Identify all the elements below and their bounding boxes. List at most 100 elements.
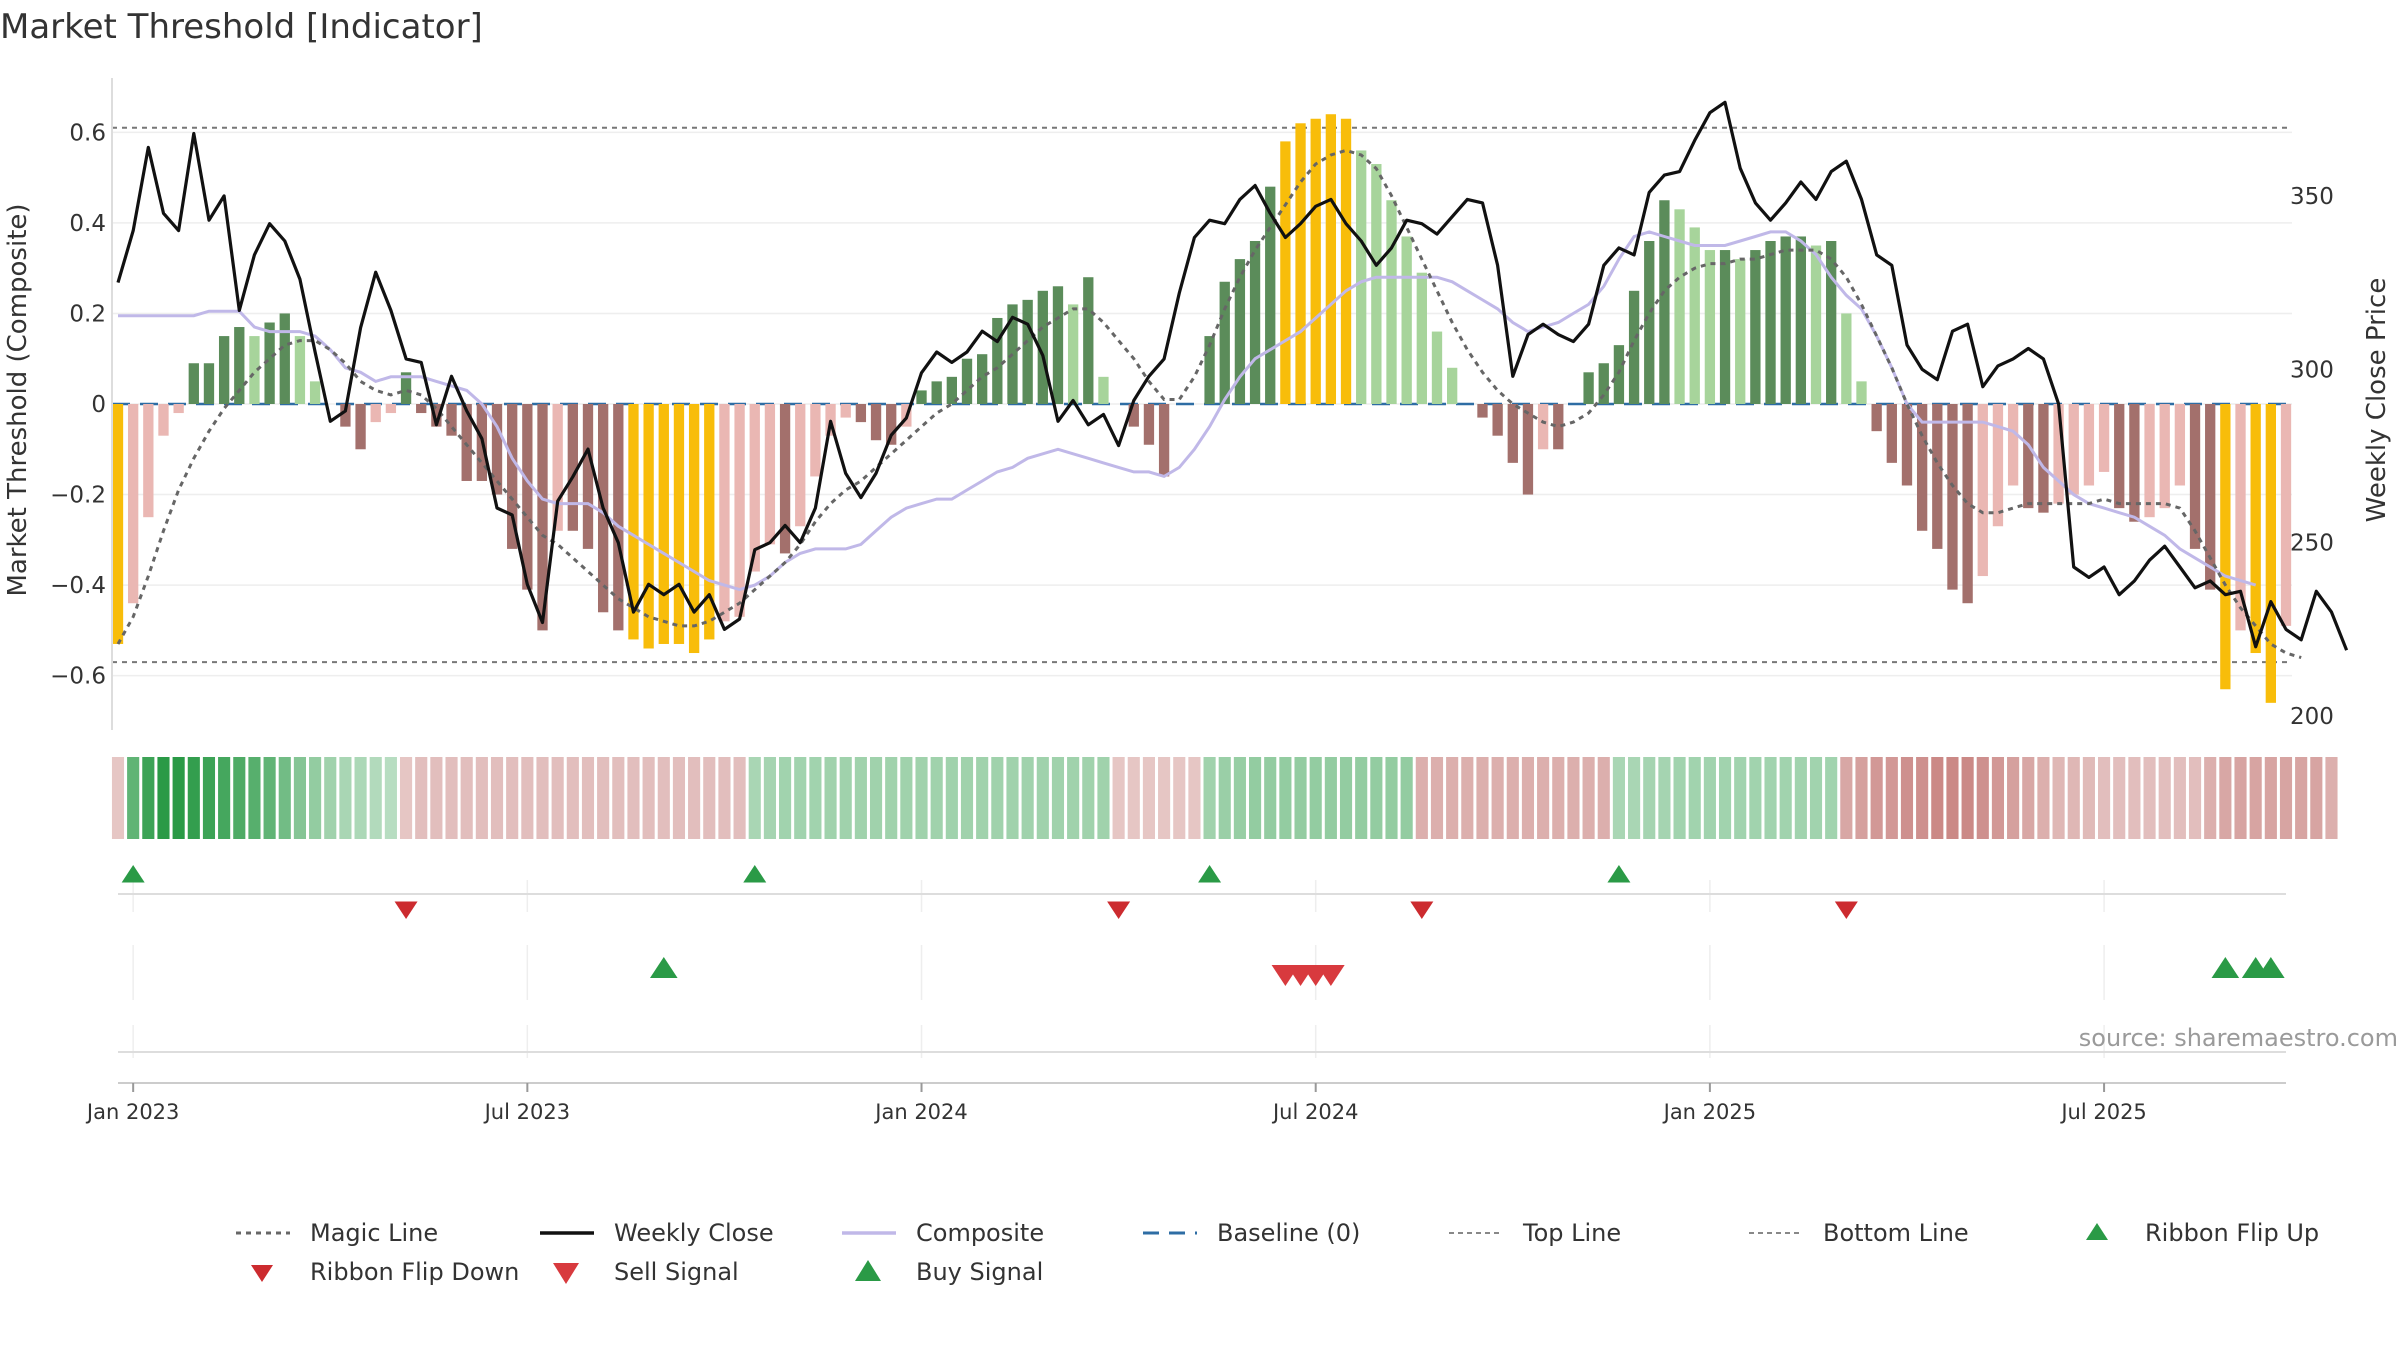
ribbon-cell [1582,757,1595,839]
y2-tick-label: 200 [2290,704,2334,730]
composite-bars [112,114,2292,703]
ribbon-flip-up-marker [743,865,767,883]
x-tick-label: Jul 2024 [1271,1100,1358,1124]
composite-bar [143,404,154,518]
ribbon-cell [248,757,261,839]
ribbon-flip-up-marker [1198,865,1222,883]
ribbon-cell [1506,757,1519,839]
ribbon-cell [475,757,488,839]
legend-swatch [553,1263,579,1284]
ribbon-cell [369,757,382,839]
composite-bar [507,404,518,549]
ribbon-cell [1082,757,1095,839]
composite-bar [264,322,275,404]
composite-bar [992,317,1003,404]
composite-bar [1841,313,1852,404]
composite-bar [1659,200,1670,404]
buy-signal-marker [649,957,678,978]
ribbon-cell [1476,757,1489,839]
ribbon-cell [1991,757,2005,839]
ribbon-cell [2173,757,2186,839]
ribbon-cell [657,757,670,839]
composite-bar [2038,404,2049,513]
legend-item-composite: Composite [842,1219,1044,1247]
ribbon-cell [1809,757,1823,839]
ribbon-cell [263,757,276,839]
ribbon-cell [1051,757,1065,839]
ribbon-cell [1976,757,1989,839]
y-tick-label: 0 [91,392,106,418]
composite-bar [249,336,260,404]
ribbon-cell [960,757,974,839]
ribbon-cell [1158,757,1171,839]
ribbon-cell [1036,757,1049,839]
ribbon-cell [1279,757,1292,839]
composite-bar [2129,404,2140,522]
ribbon-cell [2264,757,2277,839]
ribbon-cell [2052,757,2065,839]
composite-bar [764,404,776,545]
ribbon-cell [1870,757,1883,839]
composite-bar [1750,250,1761,404]
composite-bar [309,381,321,404]
ribbon-cell [1779,757,1792,839]
ribbon-flip-down-marker [1834,901,1858,919]
composite-bar [173,404,184,414]
composite-bar [582,404,594,549]
ribbon-cell [779,757,792,839]
ribbon-cell [900,757,913,839]
ribbon-cell [854,757,867,839]
ribbon-cell [1400,757,1413,839]
composite-bar [279,313,290,404]
ribbon-cell [1264,757,1277,839]
composite-bar [1234,259,1246,404]
composite-bar [1052,286,1064,404]
composite-bar [446,404,457,436]
composite-bar [2053,404,2064,504]
composite-bar [1765,241,1776,404]
ribbon-cell [1385,757,1398,839]
composite-bar [916,390,927,404]
ribbon-cell [2325,757,2338,839]
ribbon-cell [642,757,655,839]
series-lines [116,100,2349,660]
x-tick-label: Jan 2024 [873,1100,968,1124]
ribbon-flip-down-marker [394,901,418,919]
ribbon-cell [1885,757,1898,839]
composite-bar [158,404,169,436]
ribbon-cell [1248,757,1262,839]
y-tick-label: −0.6 [50,664,106,690]
ribbon-cell [127,757,140,839]
ribbon-cell [1840,757,1853,839]
composite-bar [1295,123,1306,405]
legend-label: Top Line [1522,1219,1621,1247]
composite-bar [1492,404,1503,436]
composite-bar [1204,336,1215,404]
composite-bar [1992,404,2004,527]
legend-item-close: Weekly Close [540,1219,774,1247]
composite-bar [810,404,821,477]
composite-bar [2023,404,2034,509]
buy-signal-marker [2211,957,2240,978]
ribbon-cell [1673,757,1686,839]
ribbon-cell [1734,757,1747,839]
composite-bar [2265,404,2276,703]
ribbon-cell [2158,757,2171,839]
ribbon-cell [1142,757,1156,839]
legend-item-magic: Magic Line [236,1219,438,1247]
y2-axis-label: Weekly Close Price [2362,278,2392,523]
ribbon-cell [1855,757,1868,839]
ribbon-cell [1324,757,1337,839]
ribbon-cell [733,757,746,839]
ribbon-cell [1173,757,1186,839]
ribbon-cell [354,757,367,839]
ribbon-cell [2007,757,2020,839]
composite-bar [1310,118,1321,404]
ribbon-cell [157,757,170,839]
composite-bar [1886,404,1897,463]
ribbon-cell [2279,757,2293,839]
composite-bar [1507,404,1518,463]
ribbon-cell [1430,757,1444,839]
y-tick-label: −0.2 [50,483,106,509]
